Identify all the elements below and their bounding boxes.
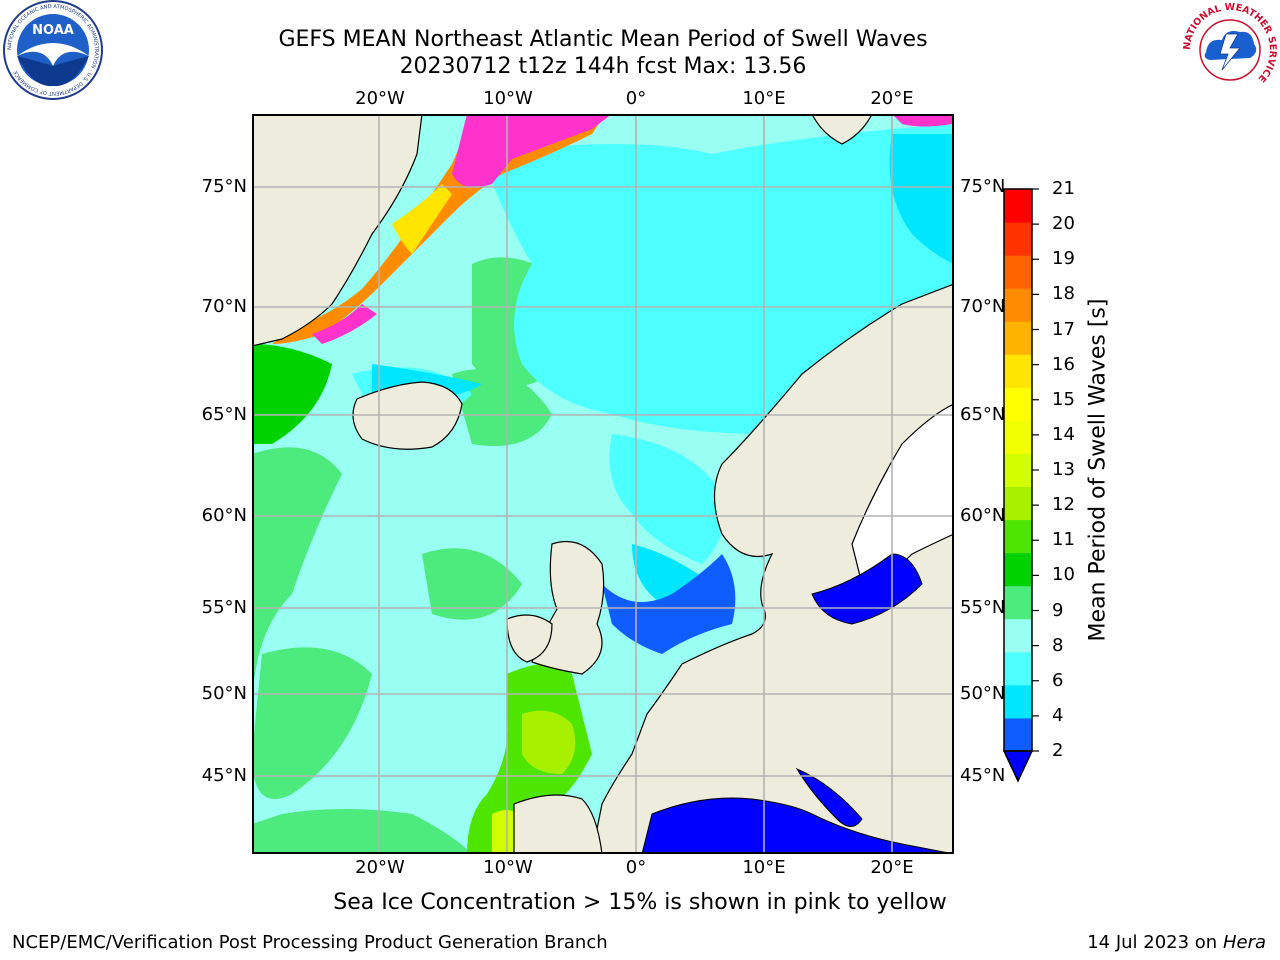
noaa-logo-text: NOAA bbox=[32, 23, 74, 38]
colorbar-bin bbox=[1004, 585, 1032, 620]
footer-date-text: 14 Jul 2023 on bbox=[1087, 932, 1223, 953]
colorbar-tick-label: 8 bbox=[1052, 634, 1064, 656]
lon-label-bottom: 0° bbox=[625, 857, 647, 878]
colorbar-tick-label: 13 bbox=[1052, 459, 1075, 480]
swell-period-field bbox=[252, 114, 954, 854]
lon-label-top: 20°W bbox=[355, 88, 405, 109]
lat-label-left: 60°N bbox=[201, 505, 247, 526]
lat-label-right: 65°N bbox=[960, 404, 1006, 425]
colorbar-bin bbox=[1004, 717, 1032, 752]
land-svalbard bbox=[811, 114, 873, 145]
lon-label-top: 10°W bbox=[483, 88, 533, 109]
colorbar-bins bbox=[1004, 189, 1032, 752]
colorbar-tick-label: 11 bbox=[1052, 529, 1075, 551]
colorbar bbox=[1002, 188, 1039, 783]
colorbar-bin bbox=[1004, 354, 1032, 388]
lat-label-left: 75°N bbox=[201, 176, 247, 197]
colorbar-tick-label: 4 bbox=[1052, 704, 1064, 726]
lon-label-bottom: 20°E bbox=[870, 857, 914, 878]
colorbar-bin bbox=[1004, 651, 1032, 686]
lat-label-right: 60°N bbox=[960, 505, 1006, 526]
land-ireland bbox=[506, 614, 553, 663]
colorbar-tick-label: 21 bbox=[1052, 178, 1075, 199]
nws-logo: NATIONAL WEATHER SERVICE bbox=[1182, 2, 1278, 98]
colorbar-tick-label: 19 bbox=[1052, 248, 1075, 270]
lat-label-right: 75°N bbox=[960, 176, 1006, 197]
colorbar-tick-label: 2 bbox=[1052, 740, 1064, 761]
colorbar-tick-label: 20 bbox=[1052, 213, 1075, 235]
colorbar-tick-label: 15 bbox=[1052, 388, 1075, 410]
colorbar-tick-label: 16 bbox=[1052, 353, 1075, 375]
lat-label-right: 55°N bbox=[960, 597, 1006, 618]
land-iberia bbox=[513, 794, 603, 854]
colorbar-ticks bbox=[1032, 188, 1039, 752]
lon-label-bottom: 10°E bbox=[742, 857, 786, 878]
colorbar-bin bbox=[1004, 486, 1032, 521]
colorbar-bin bbox=[1004, 222, 1032, 256]
sea-baltic-south bbox=[811, 553, 923, 625]
lon-label-top: 10°E bbox=[742, 88, 786, 109]
colorbar-tick-label: 6 bbox=[1052, 669, 1064, 691]
colorbar-tick-label: 10 bbox=[1052, 564, 1075, 586]
colorbar-tick-label: 18 bbox=[1052, 283, 1075, 305]
colorbar-bin bbox=[1004, 684, 1032, 719]
footer-branch: NCEP/EMC/Verification Post Processing Pr… bbox=[12, 932, 608, 953]
lat-label-right: 45°N bbox=[960, 765, 1006, 786]
colorbar-tick-label: 9 bbox=[1052, 599, 1064, 621]
noaa-logo: NOAA NATIONAL OCEANIC AND ATMOSPHERIC AD… bbox=[3, 0, 103, 100]
chart-subtitle: 20230712 t12z 144h fcst Max: 13.56 bbox=[399, 54, 807, 79]
lon-label-bottom: 20°W bbox=[355, 857, 405, 878]
chart-title: GEFS MEAN Northeast Atlantic Mean Period… bbox=[278, 27, 928, 52]
lat-label-right: 50°N bbox=[960, 683, 1006, 704]
colorbar-bin bbox=[1004, 387, 1032, 421]
lon-label-bottom: 10°W bbox=[483, 857, 533, 878]
colorbar-bin bbox=[1004, 453, 1032, 488]
lon-label-top: 20°E bbox=[870, 88, 914, 109]
lat-label-left: 70°N bbox=[201, 296, 247, 317]
graticule bbox=[252, 114, 954, 854]
colorbar-bin bbox=[1004, 420, 1032, 454]
colorbar-tick-label: 14 bbox=[1052, 423, 1075, 445]
lon-label-top: 0° bbox=[625, 88, 647, 109]
ice-note: Sea Ice Concentration > 15% is shown in … bbox=[333, 890, 947, 915]
lat-label-left: 45°N bbox=[201, 765, 247, 786]
lat-label-left: 55°N bbox=[201, 597, 247, 618]
colorbar-bin bbox=[1004, 321, 1032, 355]
colorbar-bin bbox=[1004, 618, 1032, 653]
sea-adriatic bbox=[795, 767, 863, 827]
colorbar-bin bbox=[1004, 519, 1032, 554]
colorbar-bin bbox=[1004, 189, 1032, 223]
colorbar-under-triangle bbox=[1002, 750, 1034, 783]
map-panel bbox=[252, 114, 954, 854]
footer-date: 14 Jul 2023 on Hera bbox=[1087, 932, 1266, 953]
colorbar-bin bbox=[1004, 255, 1032, 289]
sea-mediterranean bbox=[641, 797, 954, 854]
lat-label-left: 65°N bbox=[201, 404, 247, 425]
colorbar-tick-label: 17 bbox=[1052, 318, 1075, 340]
lat-label-left: 50°N bbox=[201, 683, 247, 704]
colorbar-bin bbox=[1004, 288, 1032, 322]
map-frame bbox=[252, 114, 954, 854]
colorbar-title: Mean Period of Swell Waves [s] bbox=[1085, 298, 1111, 642]
land-europe bbox=[591, 283, 954, 854]
colorbar-tick-label: 12 bbox=[1052, 494, 1075, 516]
footer-host: Hera bbox=[1222, 932, 1266, 953]
lat-label-right: 70°N bbox=[960, 296, 1006, 317]
colorbar-bin bbox=[1004, 552, 1032, 587]
